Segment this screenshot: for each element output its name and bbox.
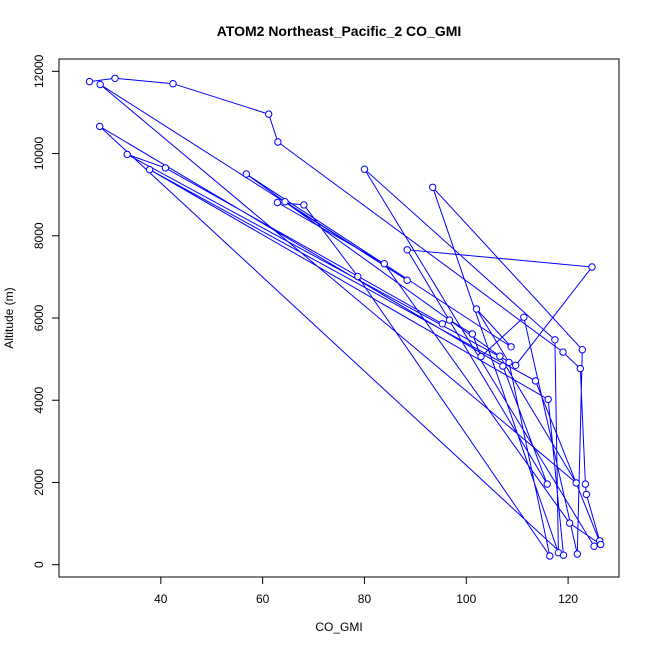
data-point	[281, 198, 289, 206]
data-point	[242, 170, 251, 178]
series-line	[89, 77, 602, 557]
data-point	[512, 361, 520, 369]
data-point	[499, 362, 507, 370]
x-axis-label: CO_GMI	[315, 620, 362, 634]
x-tick-label: 40	[154, 592, 168, 606]
data-point	[403, 246, 411, 254]
data-point	[472, 305, 481, 313]
data-point	[145, 165, 154, 174]
data-point	[507, 343, 515, 351]
data-point	[565, 519, 574, 527]
series-layer	[85, 74, 605, 560]
data-point	[531, 377, 540, 385]
data-point	[505, 358, 513, 367]
data-point	[581, 480, 590, 488]
y-tick-label: 8000	[32, 222, 46, 249]
data-point	[582, 490, 591, 499]
y-tick-label: 2000	[32, 469, 46, 496]
data-point	[576, 364, 584, 373]
x-tick-label: 120	[558, 592, 578, 606]
data-point	[429, 183, 437, 192]
data-point	[300, 201, 308, 209]
data-point	[111, 74, 119, 83]
data-point	[445, 316, 454, 324]
data-point	[169, 80, 177, 88]
data-point	[85, 77, 94, 86]
data-point	[551, 336, 559, 344]
data-point	[578, 346, 586, 354]
chart-title: ATOM2 Northeast_Pacific_2 CO_GMI	[217, 23, 462, 39]
y-tick-label: 0	[32, 561, 46, 568]
y-tick-label: 12000	[32, 54, 46, 88]
data-point	[544, 395, 552, 404]
x-tick-label: 60	[256, 592, 270, 606]
data-point	[520, 313, 528, 321]
data-point	[543, 480, 551, 488]
y-axis-label: Altitude (m)	[2, 287, 16, 348]
y-tick-label: 6000	[32, 304, 46, 331]
data-point	[559, 348, 567, 356]
x-tick-label: 100	[456, 592, 476, 606]
data-point	[573, 550, 581, 558]
x-tick-label: 80	[358, 592, 372, 606]
data-point	[438, 320, 446, 328]
data-point	[380, 260, 388, 268]
x-axis: 40 60 80 100 120	[154, 576, 578, 606]
data-point	[161, 164, 170, 172]
data-point	[273, 198, 282, 207]
data-point	[597, 540, 605, 549]
data-point	[96, 80, 104, 89]
y-tick-label: 10000	[32, 137, 46, 171]
data-point	[559, 551, 568, 559]
data-point	[572, 479, 580, 487]
data-point	[403, 276, 411, 284]
data-point	[477, 352, 485, 361]
data-point	[468, 330, 477, 338]
data-point	[496, 352, 504, 360]
data-point	[96, 122, 104, 131]
y-axis: 0 2000 4000 6000 8000 10000 12000	[32, 54, 60, 568]
data-point	[546, 552, 554, 560]
data-point	[590, 542, 598, 550]
data-point	[265, 110, 273, 118]
data-point	[588, 263, 596, 271]
data-point	[360, 165, 369, 173]
data-point	[274, 138, 282, 146]
y-tick-label: 4000	[32, 387, 46, 414]
data-point	[354, 272, 362, 281]
data-point	[123, 150, 131, 159]
